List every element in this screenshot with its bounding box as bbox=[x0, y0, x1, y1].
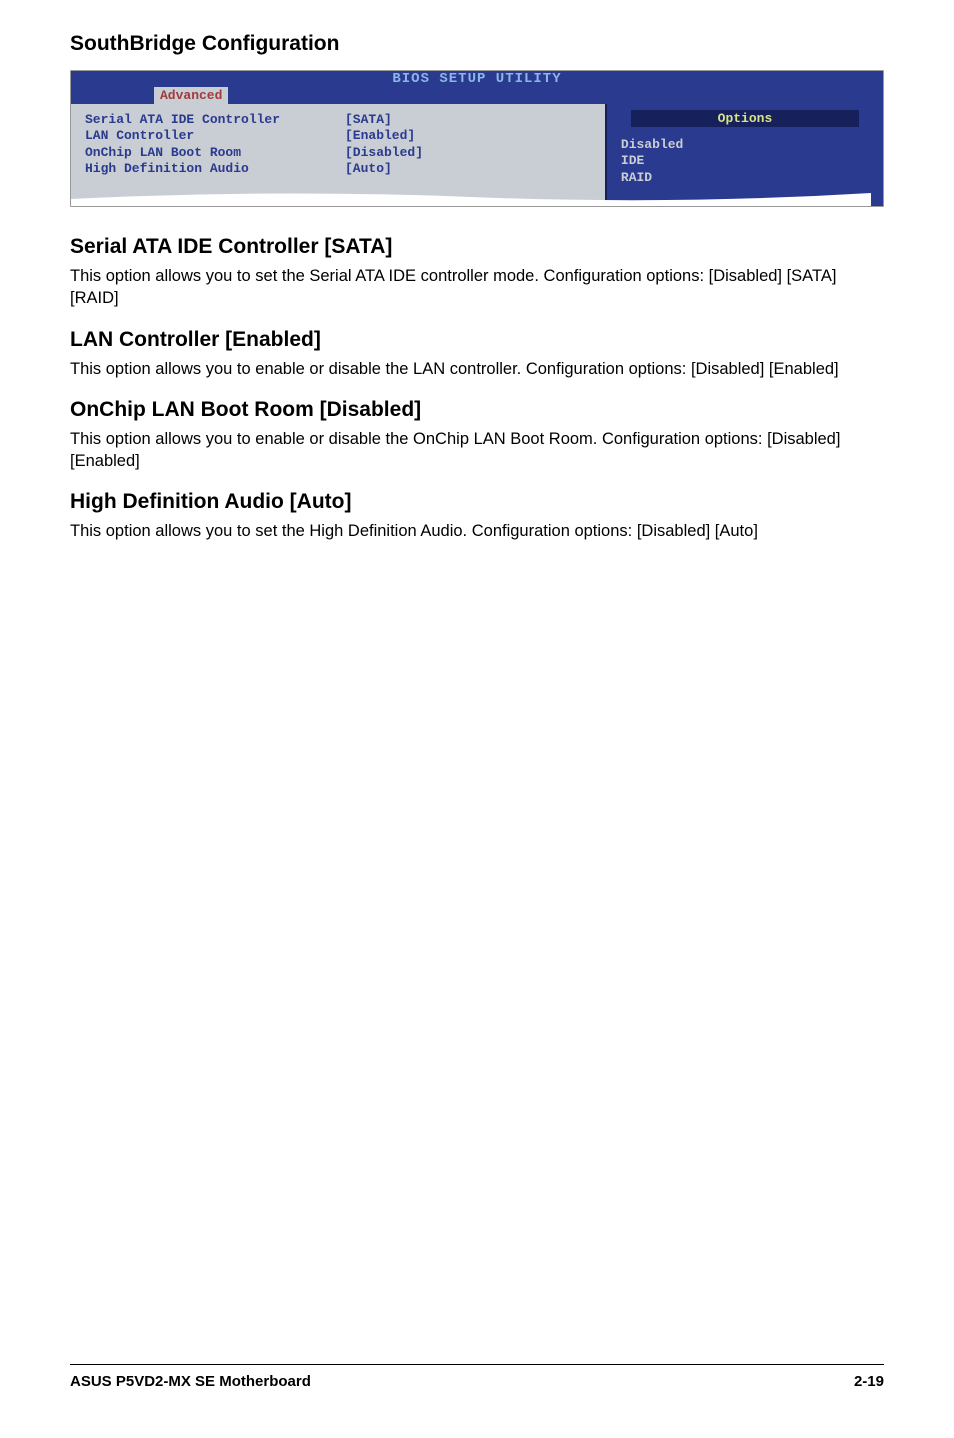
bios-setting-label: LAN Controller bbox=[85, 128, 345, 144]
bios-options-panel: Options Disabled IDE RAID bbox=[607, 104, 883, 206]
bios-options-list: Disabled IDE RAID bbox=[621, 137, 869, 186]
bios-setting-value: [Enabled] bbox=[345, 128, 415, 144]
bios-setting-value: [Disabled] bbox=[345, 145, 423, 161]
bios-header: BIOS SETUP UTILITY bbox=[71, 71, 883, 87]
footer-row: ASUS P5VD2-MX SE Motherboard 2-19 bbox=[70, 1373, 884, 1390]
bios-setting-row: OnChip LAN Boot Room [Disabled] bbox=[85, 145, 595, 161]
bios-setting-row: LAN Controller [Enabled] bbox=[85, 128, 595, 144]
bios-option-item: IDE bbox=[621, 153, 869, 169]
footer-page-number: 2-19 bbox=[854, 1373, 884, 1390]
bios-setting-row: Serial ATA IDE Controller [SATA] bbox=[85, 112, 595, 128]
section-title: LAN Controller [Enabled] bbox=[70, 328, 884, 352]
bios-setting-value: [Auto] bbox=[345, 161, 392, 177]
bios-setting-label: High Definition Audio bbox=[85, 161, 345, 177]
footer-divider bbox=[70, 1364, 884, 1365]
section-body: This option allows you to enable or disa… bbox=[70, 358, 884, 380]
bios-screenshot: BIOS SETUP UTILITY Advanced Serial ATA I… bbox=[70, 70, 884, 207]
section-body: This option allows you to set the Serial… bbox=[70, 265, 884, 310]
bios-option-item: RAID bbox=[621, 170, 869, 186]
bios-settings-panel: Serial ATA IDE Controller [SATA] LAN Con… bbox=[71, 104, 607, 206]
page-footer: ASUS P5VD2-MX SE Motherboard 2-19 bbox=[70, 1364, 884, 1390]
page-title: SouthBridge Configuration bbox=[70, 32, 884, 56]
bios-option-item: Disabled bbox=[621, 137, 869, 153]
section-title: Serial ATA IDE Controller [SATA] bbox=[70, 235, 884, 259]
section-title: High Definition Audio [Auto] bbox=[70, 490, 884, 514]
section-body: This option allows you to enable or disa… bbox=[70, 428, 884, 473]
bios-tab-advanced: Advanced bbox=[154, 87, 228, 104]
bios-setting-label: OnChip LAN Boot Room bbox=[85, 145, 345, 161]
bios-setting-row: High Definition Audio [Auto] bbox=[85, 161, 595, 177]
bios-options-header: Options bbox=[631, 110, 859, 127]
section-title: OnChip LAN Boot Room [Disabled] bbox=[70, 398, 884, 422]
bios-tab-spacer bbox=[71, 87, 154, 104]
bios-body: Serial ATA IDE Controller [SATA] LAN Con… bbox=[71, 104, 883, 206]
bios-setting-value: [SATA] bbox=[345, 112, 392, 128]
section-body: This option allows you to set the High D… bbox=[70, 520, 884, 542]
bios-tab-row: Advanced bbox=[71, 87, 883, 104]
footer-product: ASUS P5VD2-MX SE Motherboard bbox=[70, 1373, 311, 1390]
bios-setting-label: Serial ATA IDE Controller bbox=[85, 112, 345, 128]
